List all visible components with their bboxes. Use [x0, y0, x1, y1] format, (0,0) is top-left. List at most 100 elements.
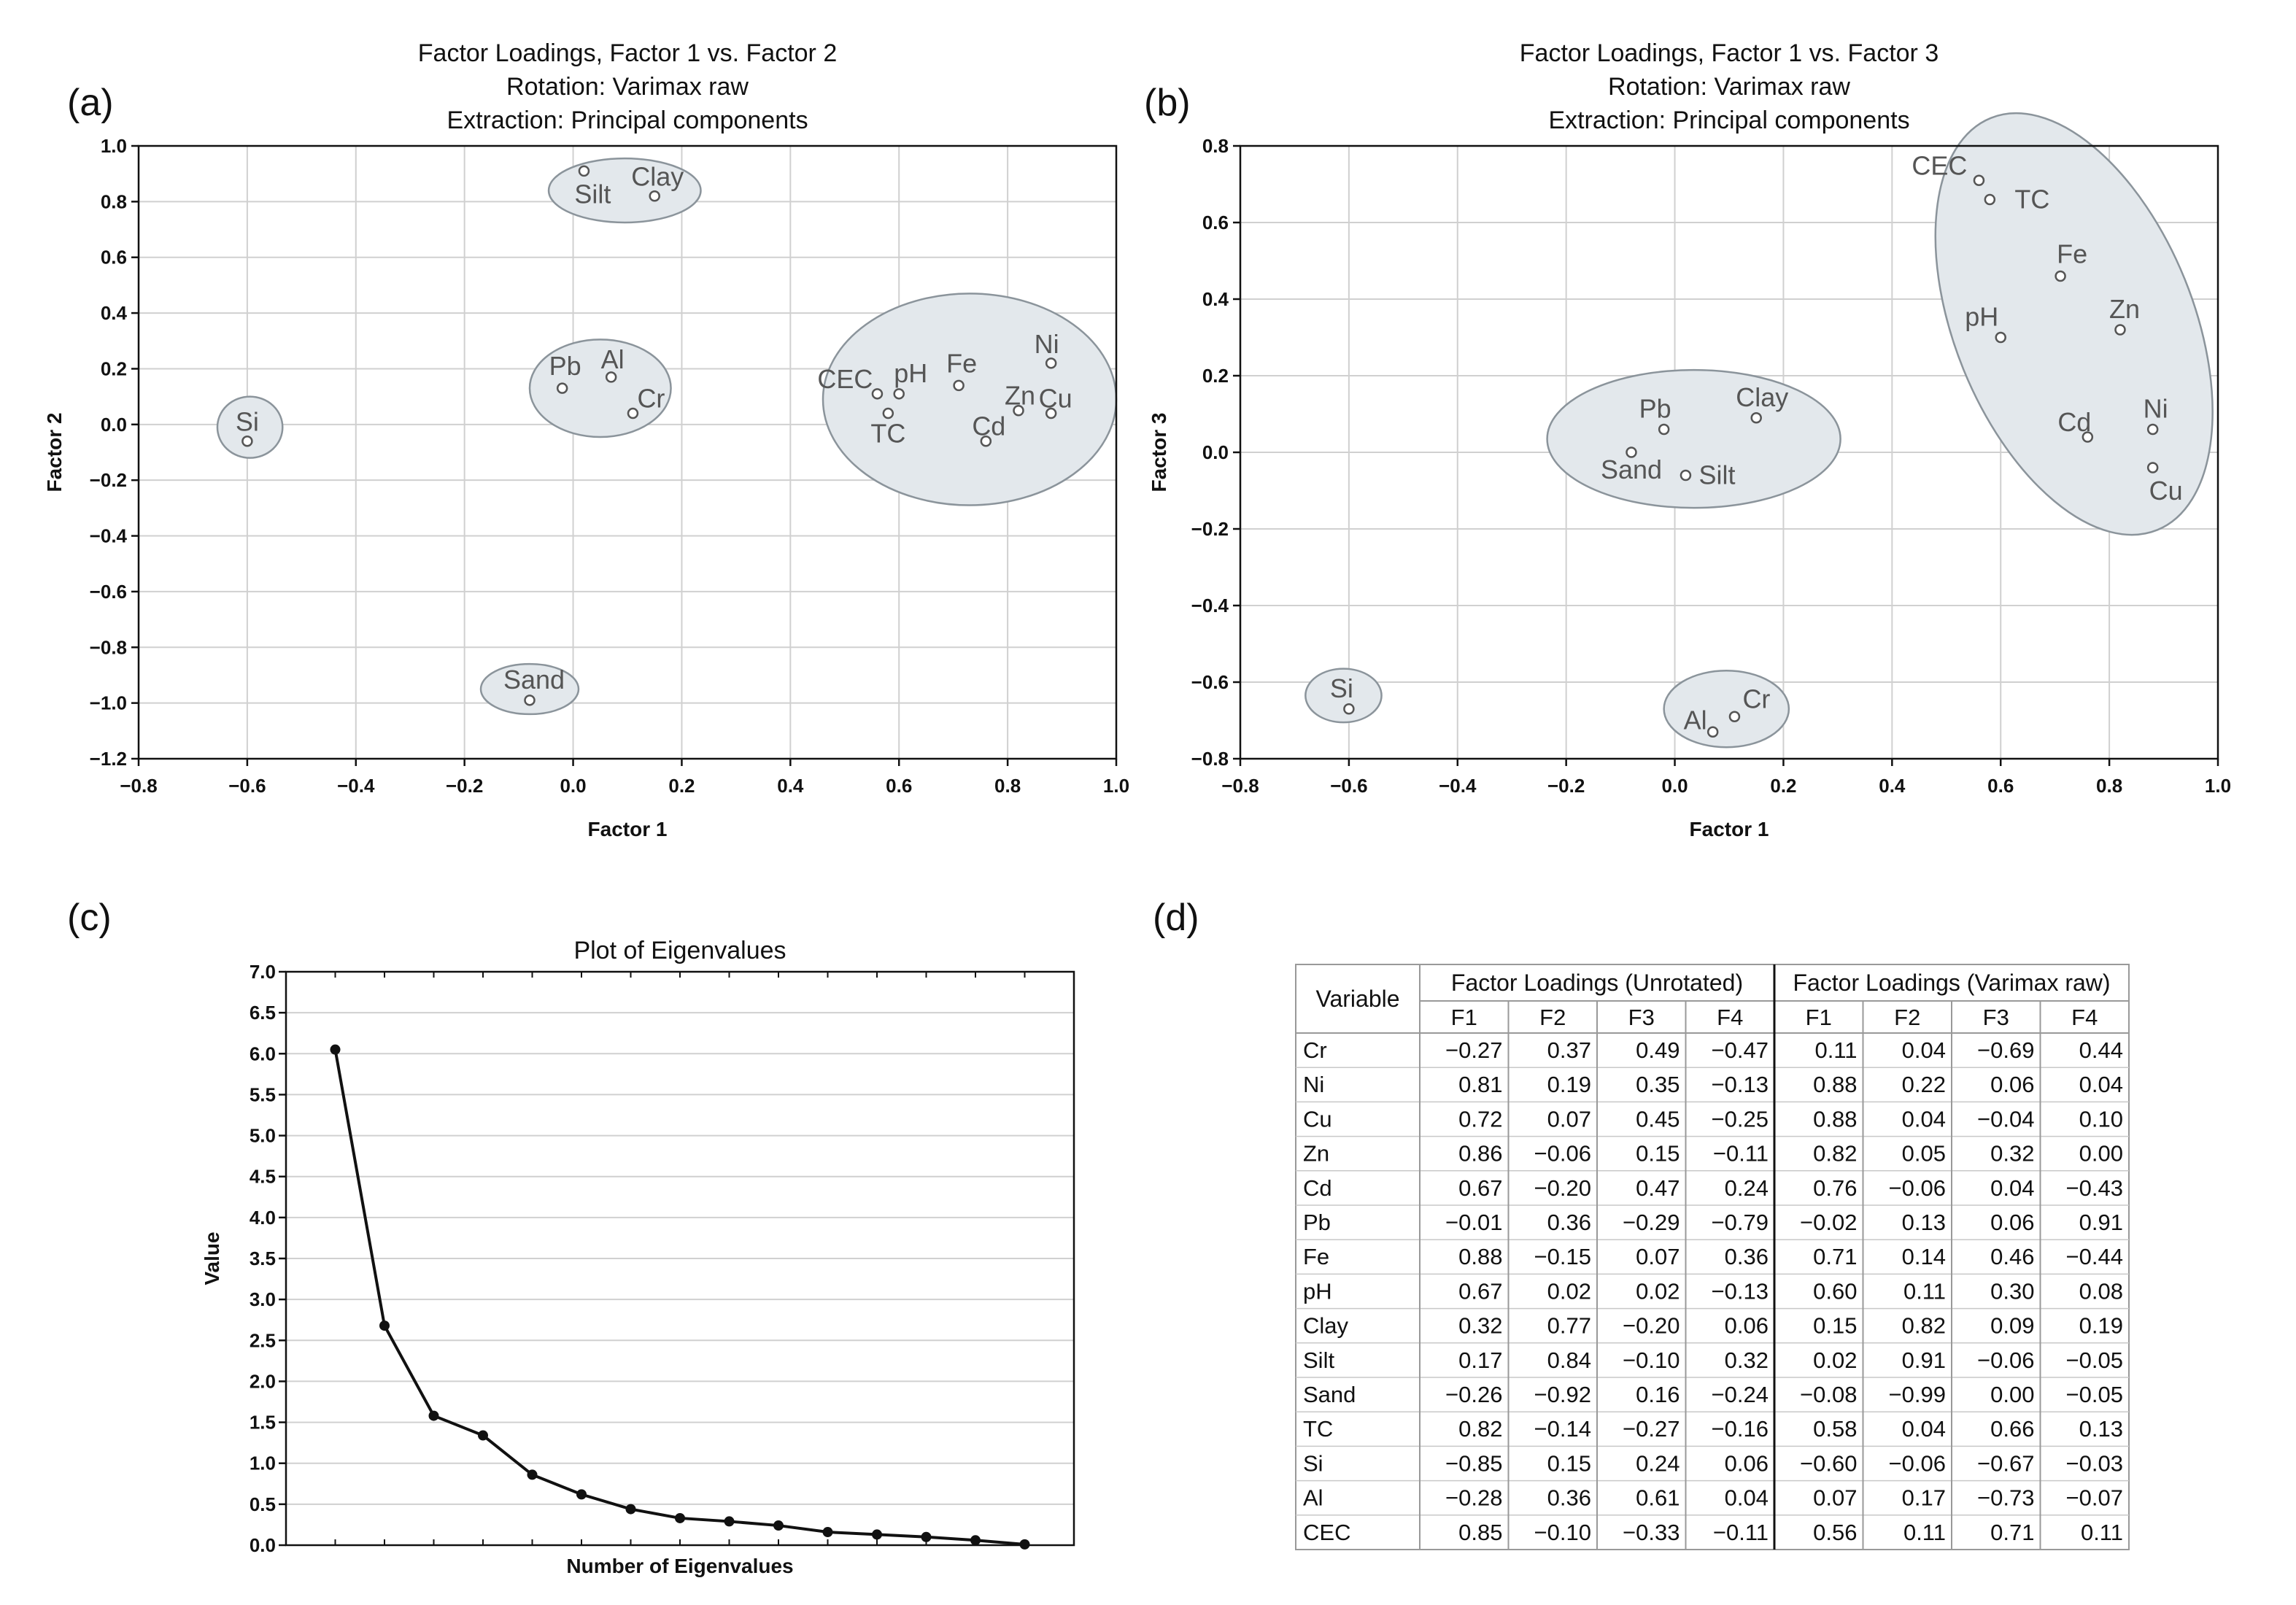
eigenvalue-point-12 [872, 1529, 882, 1540]
table-cell: 0.08 [2079, 1278, 2123, 1304]
cluster-ellipse [1934, 112, 2214, 536]
eigenvalue-point-9 [724, 1516, 735, 1527]
table-cell: 0.32 [1725, 1347, 1769, 1373]
table-cell: −0.29 [1623, 1210, 1680, 1235]
eigenvalue-point-1 [330, 1044, 341, 1055]
table-cell: 0.13 [1902, 1210, 1946, 1235]
table-cell: 0.35 [1636, 1072, 1680, 1097]
chart-c-eigenvalues: Plot of Eigenvalues 0.0 0.5 1.0 1.5 2.0 2.5 3.0… [201, 937, 1075, 1577]
data-point-tc [1984, 193, 1996, 206]
eigenvalue-series-line [333, 1049, 1025, 1546]
data-point-ph [893, 388, 905, 400]
x-tick-label: 0.0 [560, 775, 586, 797]
table-cell: 0.46 [1990, 1244, 2034, 1269]
table-cell: 0.82 [1902, 1313, 1946, 1339]
table-cell: −0.06 [1977, 1347, 2034, 1373]
table-row-variable: Al [1303, 1485, 1323, 1511]
table-cell: −0.60 [1800, 1450, 1857, 1476]
point-label-clay: Clay [631, 162, 684, 192]
y-tick-label: 1.5 [250, 1412, 276, 1434]
table-cell: 0.85 [1458, 1520, 1502, 1545]
table-column-header: F4 [1717, 1005, 1743, 1030]
point-label-sand: Sand [1601, 455, 1662, 484]
table-cell: 0.47 [1636, 1175, 1680, 1201]
table-cell: 0.04 [1990, 1175, 2034, 1201]
data-point-si [241, 435, 253, 447]
data-point-fe [953, 379, 965, 392]
y-tick-label: 0.0 [250, 1534, 276, 1556]
table-cell: −0.25 [1712, 1106, 1769, 1132]
point-label-cd: Cd [2057, 407, 2091, 437]
table-cell: 0.19 [2079, 1313, 2123, 1339]
table-cell: 0.86 [1458, 1141, 1502, 1167]
table-row-variable: Cd [1303, 1175, 1332, 1201]
x-tick-label: 0.8 [2096, 775, 2122, 797]
table-cell: −0.44 [2066, 1244, 2123, 1269]
data-point-zn [1013, 404, 1024, 417]
table-cell: 0.02 [1547, 1278, 1591, 1304]
table-cell: 0.07 [1547, 1106, 1591, 1132]
point-label-tc: TC [870, 419, 905, 449]
point-label-si: Si [1330, 673, 1353, 703]
table-column-header: F1 [1806, 1005, 1832, 1030]
data-point-clay [1750, 412, 1762, 424]
point-label-fe: Fe [2057, 239, 2087, 269]
table-cell: 0.00 [1990, 1382, 2034, 1407]
table-cell: 0.04 [1902, 1037, 1946, 1063]
table-cell: 0.88 [1458, 1244, 1502, 1269]
y-tick-label: 0.2 [1202, 365, 1229, 387]
point-label-clay: Clay [1736, 382, 1788, 412]
table-cell: 0.22 [1902, 1072, 1946, 1097]
table-cell: 0.32 [1458, 1313, 1502, 1339]
table-column-header: F3 [1983, 1005, 2009, 1030]
table-cell: 0.04 [2079, 1072, 2123, 1097]
table-cell: 0.88 [1813, 1106, 1857, 1132]
x-tick-label: 0.4 [777, 775, 804, 797]
table-cell: −0.20 [1623, 1313, 1680, 1339]
table-cell: 0.11 [1903, 1520, 1946, 1545]
point-label-zn: Zn [1005, 381, 1035, 411]
table-cell: −0.10 [1534, 1520, 1591, 1545]
table-cell: 0.71 [1813, 1244, 1857, 1269]
x-tick-label: 0.2 [1770, 775, 1796, 797]
table-cell: 0.82 [1458, 1416, 1502, 1442]
table-cell: −0.20 [1534, 1175, 1591, 1201]
y-tick-label: 0.8 [1202, 135, 1229, 157]
table-cell: 0.09 [1990, 1313, 2034, 1339]
table-cell: 0.04 [1902, 1106, 1946, 1132]
point-label-pb: Pb [1639, 394, 1671, 424]
table-cell: 0.44 [2079, 1037, 2123, 1063]
y-tick-label: −0.4 [1191, 595, 1229, 616]
chart-title-line: Extraction: Principal components [1548, 107, 1909, 134]
point-label-pb: Pb [549, 351, 581, 381]
y-tick-label: 0.2 [101, 357, 127, 379]
table-d-factor-loadings: Variable Factor Loadings (Unrotated) Facto… [1295, 964, 2130, 1550]
table-cell: −0.05 [2066, 1382, 2123, 1407]
y-tick-label: 0.5 [250, 1493, 276, 1515]
data-point-cd [2082, 431, 2094, 443]
table-cell: 0.71 [1990, 1520, 2034, 1545]
chart-a-factor1-vs-factor2: Factor Loadings, Factor 1 vs. Factor 2 Ro… [43, 39, 1129, 840]
table-column-header: F3 [1628, 1005, 1655, 1030]
table-cell: 0.91 [1902, 1347, 1946, 1373]
x-axis-label: Factor 1 [588, 818, 668, 840]
table-cell: 0.82 [1813, 1141, 1857, 1167]
panel-label-d: (d) [1153, 897, 1199, 939]
x-tick-label: 0.0 [1661, 775, 1688, 797]
data-point-zn [2114, 324, 2126, 336]
table-cell: 0.88 [1813, 1072, 1857, 1097]
table-cell: 0.77 [1547, 1313, 1591, 1339]
data-point-cu [1045, 407, 1057, 419]
eigenvalue-point-10 [773, 1520, 784, 1531]
y-tick-label: 0.4 [1202, 288, 1229, 310]
chart-title-line: Rotation: Varimax raw [1608, 73, 1850, 101]
y-tick-label: 0.8 [101, 190, 127, 212]
data-point-sand [524, 695, 536, 706]
table-cell: −0.11 [1713, 1520, 1769, 1545]
table-cell: −0.11 [1713, 1141, 1769, 1167]
table-row-variable: Zn [1303, 1141, 1329, 1167]
table-cell: 0.06 [1725, 1313, 1769, 1339]
table-cell: 0.60 [1813, 1278, 1857, 1304]
table-cell: −0.04 [1977, 1106, 2034, 1132]
